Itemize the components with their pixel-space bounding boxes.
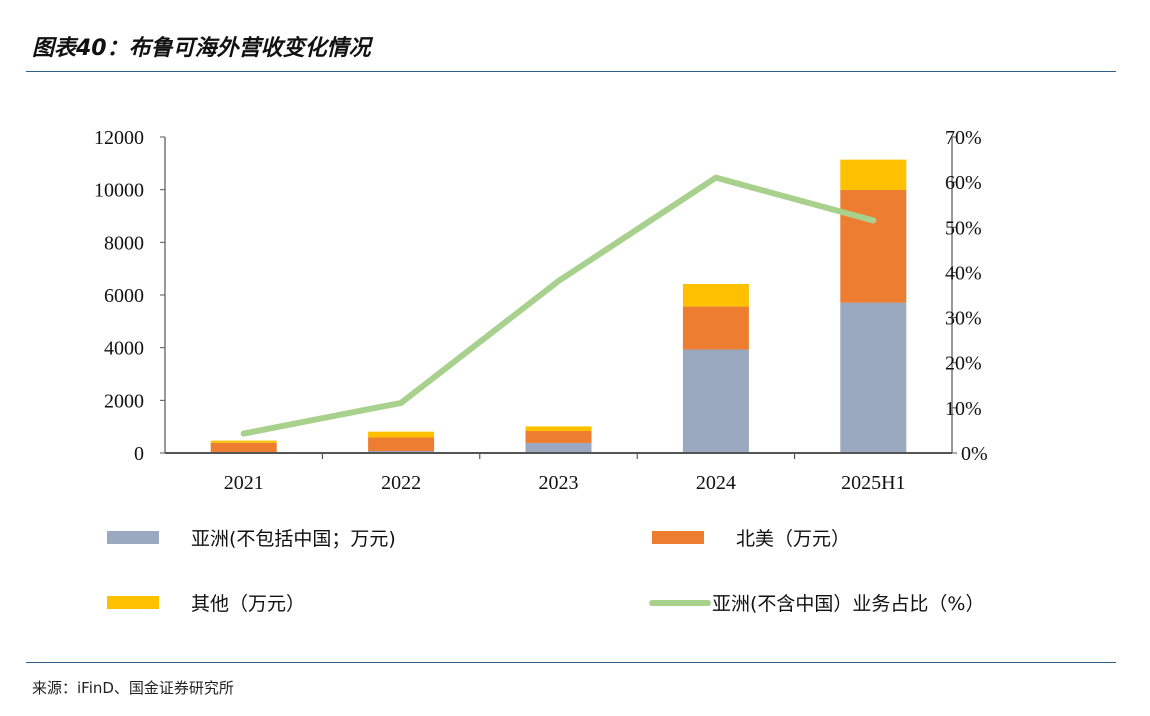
bar-other-2022 xyxy=(368,431,435,438)
right-tick-label: 0% xyxy=(961,443,988,465)
bar-other-2021 xyxy=(210,440,277,443)
bar-asia-2025H1 xyxy=(840,302,907,453)
left-tick-label: 12000 xyxy=(94,127,144,149)
title-rule xyxy=(26,71,1116,72)
bar-asia-2023 xyxy=(525,442,592,453)
left-tick-label: 10000 xyxy=(94,180,144,202)
x-tick-label: 2025H1 xyxy=(841,472,905,494)
legend-swatch xyxy=(652,531,704,544)
right-tick-label: 10% xyxy=(945,398,982,420)
left-tick-label: 0 xyxy=(134,443,144,465)
left-tick-label: 4000 xyxy=(104,338,144,360)
legend-label: 亚洲(不含中国）业务占比（%） xyxy=(712,593,984,615)
right-tick-label: 70% xyxy=(945,127,982,149)
legend-label: 亚洲(不包括中国；万元) xyxy=(191,528,396,550)
right-tick-label: 20% xyxy=(945,353,982,375)
bar-north-america-2023 xyxy=(525,431,592,443)
legend-label: 北美（万元） xyxy=(736,528,850,550)
figure-title: 图表40：布鲁可海外营收变化情况 xyxy=(32,36,371,61)
bar-other-2023 xyxy=(525,426,592,432)
bar-north-america-2025H1 xyxy=(840,189,907,303)
right-tick-label: 50% xyxy=(945,217,982,239)
x-tick-label: 2024 xyxy=(696,472,736,494)
legend-label: 其他（万元） xyxy=(191,593,305,615)
x-tick-label: 2021 xyxy=(224,472,264,494)
left-tick-label: 2000 xyxy=(104,390,144,412)
left-tick-label: 6000 xyxy=(104,285,144,307)
bar-asia-2024 xyxy=(682,349,749,453)
source-note: 来源：iFinD、国金证券研究所 xyxy=(32,679,234,697)
x-tick-label: 2023 xyxy=(539,472,579,494)
x-tick-label: 2022 xyxy=(381,472,421,494)
bar-other-2024 xyxy=(682,283,749,307)
legend-swatch xyxy=(107,531,159,544)
right-tick-label: 60% xyxy=(945,172,982,194)
bar-north-america-2022 xyxy=(368,437,435,452)
line-asia-share xyxy=(240,174,877,437)
legend-swatch xyxy=(107,596,159,609)
right-tick-label: 30% xyxy=(945,308,982,330)
bar-other-2025H1 xyxy=(840,159,907,190)
footer-rule xyxy=(26,662,1116,663)
left-tick-label: 8000 xyxy=(104,232,144,254)
bar-north-america-2024 xyxy=(682,306,749,350)
right-tick-label: 40% xyxy=(945,262,982,284)
bar-north-america-2021 xyxy=(210,442,277,453)
